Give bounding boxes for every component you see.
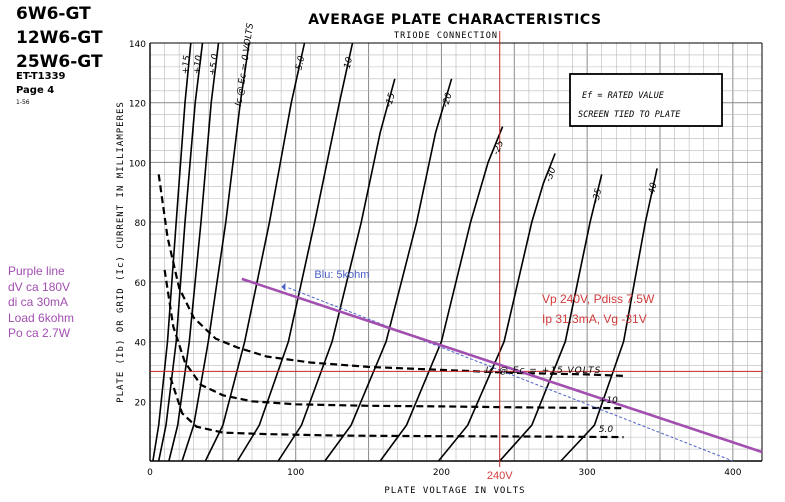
x-tick-label: 100 [287,468,304,478]
page-number: Page 4 [16,85,55,96]
purple-load-line [241,277,763,454]
y-tick-label: 120 [129,100,146,110]
x-tick-label: 0 [147,468,153,478]
plate-curve-label: -25 [491,139,506,157]
doc-date: 1-56 [16,99,30,106]
operating-vp-label: 240V [487,470,513,482]
grid-current-curve-label: Ic @ Ec = +15 VOLTS [485,366,601,376]
plate-curve-label: -40 [647,181,660,198]
plate-curve [277,78,396,462]
y-tick-label: 40 [135,339,147,349]
grid-current-curve [169,377,624,439]
operating-point-line-1: Vp 240V, Pdiss 7.5W [542,292,655,306]
plate-curve [168,42,220,462]
grid-current-curve [163,269,624,410]
operating-point-line-2: Ip 31.3mA, Vg -31V [542,312,647,326]
y-tick-label: 140 [129,40,146,50]
y-tick-label: 20 [135,398,147,408]
plate-curve [499,174,603,462]
plate-curve [204,42,306,462]
plate-curve [324,78,453,462]
plate-curve [236,42,354,462]
x-tick-label: 400 [724,468,741,478]
info-box-line-2: SCREEN TIED TO PLATE [578,110,681,120]
side-note-4: Load 6kohm [8,310,75,325]
tube-type-3: 25W6-GT [16,52,103,72]
y-tick-label: 60 [135,279,147,289]
plate-curve-label: +5.0 [208,53,221,76]
tube-type-1: 6W6-GT [16,4,91,24]
x-tick-label: 200 [433,468,450,478]
blue-load-line-marker [281,282,286,291]
side-note-5: Po ca 2.7W [8,326,71,340]
grid-current-curve-label: +10 [599,396,618,406]
plate-curve-label: +10 [192,54,204,74]
plate-curve-label: -35 [591,187,604,204]
grid-current-curve [157,174,624,377]
plate-curve [379,126,504,462]
plate-curve-label: +15 [181,55,193,75]
x-tick-label: 300 [579,468,596,478]
y-tick-label: 100 [129,159,146,169]
chart-curves [152,42,658,462]
chart-title: AVERAGE PLATE CHARACTERISTICS [308,12,601,28]
chart-overlays [150,31,763,467]
plate-curve-label: -20 [441,91,455,108]
blue-load-line [288,287,734,462]
plate-curve-label: -5.0 [294,55,308,75]
doc-id: ET-T1339 [16,71,66,82]
chart-subtitle: TRIODE CONNECTION [394,31,498,41]
y-axis-label: PLATE (Ib) OR GRID (Ic) CURRENT IN MILLI… [116,101,126,403]
grid-current-curve-label: 5.0 [599,425,614,435]
side-note-1: Purple line [8,264,65,278]
plate-curve-label: -15 [384,92,398,109]
info-box [569,73,723,127]
plate-curve [181,42,250,462]
side-notes: Purple line dV ca 180V di ca 30mA Load 6… [8,264,74,342]
plate-curve-label: -10 [342,56,355,73]
chart-axes [149,42,763,462]
y-tick-label: 80 [135,219,147,229]
blue-load-line-label: Blu: 5kohm [314,269,369,281]
info-box-line-1: Ef = RATED VALUE [582,91,665,101]
plate-curve [437,153,556,462]
plate-curve [152,42,192,462]
tube-type-2: 12W6-GT [16,28,103,48]
x-axis-label: PLATE VOLTAGE IN VOLTS [384,486,525,496]
side-note-2: dV ca 180V [8,279,71,294]
plate-curve-label: -30 [544,166,559,184]
plate-curve [157,42,204,462]
side-note-3: di ca 30mA [8,295,69,309]
